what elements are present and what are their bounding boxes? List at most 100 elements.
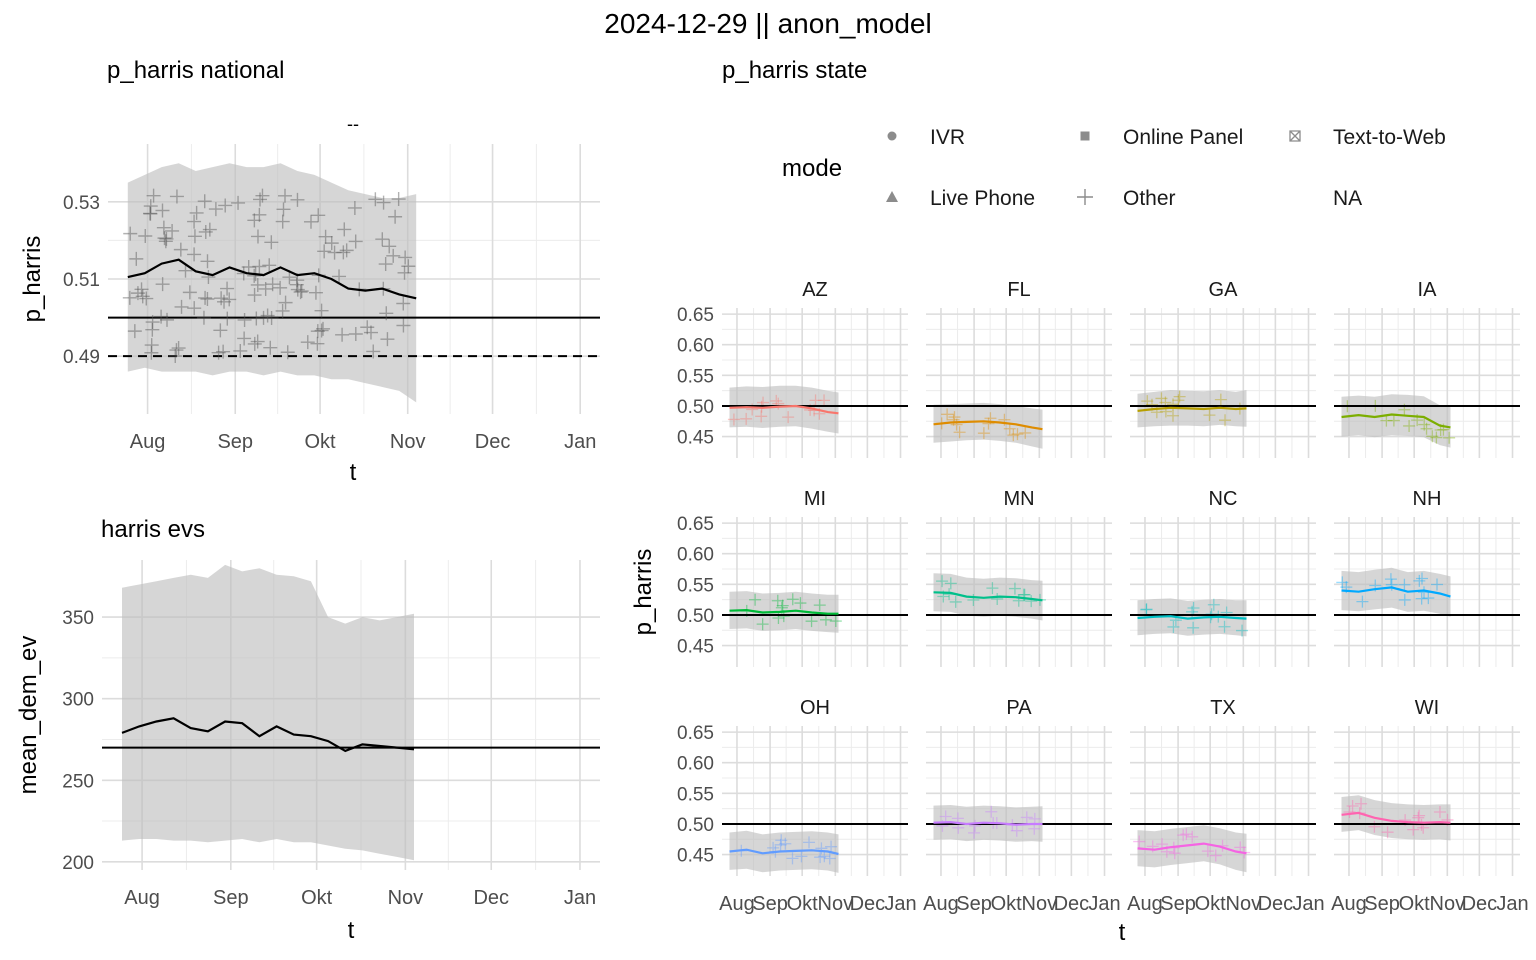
state-estimate-line — [729, 608, 839, 615]
y-tick-label: 200 — [62, 853, 94, 874]
poll-point — [388, 209, 403, 224]
poll-point — [290, 192, 305, 207]
poll-point — [273, 280, 288, 295]
poll-point — [293, 285, 308, 300]
legend-key-triangle — [886, 191, 898, 202]
poll-point — [1356, 595, 1369, 608]
poll-point — [1336, 576, 1349, 589]
x-tick-label: Sep — [213, 887, 249, 909]
poll-point — [123, 226, 138, 241]
facet-strip-label: AZ — [802, 279, 828, 301]
poll-point — [727, 413, 740, 426]
poll-point — [795, 850, 808, 863]
poll-point — [130, 286, 145, 301]
poll-point — [1177, 829, 1190, 842]
poll-point — [1011, 428, 1024, 441]
national-estimate-line — [127, 258, 417, 300]
x-tick-label: Okt — [787, 893, 819, 915]
poll-point — [949, 595, 962, 608]
poll-point — [1443, 431, 1456, 444]
poll-point — [360, 320, 375, 335]
poll-point — [814, 851, 827, 864]
poll-point — [247, 213, 262, 228]
poll-point — [122, 290, 137, 305]
x-tick-label: Sep — [1160, 893, 1196, 915]
facet-strip-label: GA — [1209, 279, 1239, 301]
poll-point — [178, 263, 193, 278]
y-tick-label: 0.50 — [677, 815, 714, 836]
x-tick-label: Nov — [1226, 893, 1262, 915]
national-plot: 0.49 0.51 0.53 Aug Sep Okt Nov Dec Jan t p_harris — [19, 144, 600, 486]
poll-point — [168, 348, 183, 363]
y-tick-label: 250 — [62, 771, 94, 792]
poll-point — [339, 243, 354, 258]
x-tick-label: Nov — [1430, 893, 1466, 915]
poll-point — [278, 295, 293, 310]
poll-point — [1219, 414, 1232, 427]
poll-point — [375, 232, 390, 247]
poll-point — [201, 270, 216, 285]
poll-point — [982, 417, 995, 430]
poll-point — [145, 322, 160, 337]
x-tick-label: Okt — [301, 887, 333, 909]
poll-point — [1422, 592, 1435, 605]
poll-point — [782, 411, 795, 424]
y-tick-label: 0.51 — [63, 270, 100, 291]
x-tick-label: Jan — [884, 893, 916, 915]
poll-point — [396, 318, 411, 333]
evs-panel-title: harris evs — [101, 516, 205, 543]
poll-point — [1416, 572, 1428, 585]
poll-point — [324, 236, 339, 251]
poll-point — [155, 277, 170, 292]
state-facet-mi: MI 0.45 0.50 0.55 0.60 0.65 — [677, 488, 908, 667]
poll-point — [294, 284, 309, 299]
x-tick-label: Dec — [475, 431, 511, 453]
uncertainty-ribbon — [933, 402, 1043, 449]
state-facet-ia: IA — [1334, 279, 1520, 458]
poll-point — [944, 577, 957, 590]
poll-point — [237, 312, 252, 327]
poll-point — [318, 229, 333, 244]
state-facet-nh: NH — [1334, 488, 1520, 667]
uncertainty-ribbon — [1341, 394, 1451, 448]
national-x-axis-title: t — [350, 459, 357, 486]
national-y-axis-title: p_harris — [19, 236, 46, 323]
poll-point — [275, 303, 290, 318]
poll-point — [1426, 430, 1439, 443]
poll-point — [985, 805, 998, 818]
poll-point — [332, 269, 347, 284]
uncertainty-ribbon — [729, 385, 839, 434]
poll-point — [991, 592, 1004, 605]
facet-strip-label: MI — [804, 488, 826, 510]
poll-point — [252, 207, 267, 222]
poll-point — [376, 195, 391, 210]
poll-point — [187, 247, 202, 262]
poll-point — [1403, 419, 1416, 432]
poll-point — [1008, 582, 1021, 595]
x-tick-label: Sep — [217, 431, 253, 453]
poll-point — [941, 408, 954, 421]
poll-point — [233, 343, 248, 358]
poll-point — [308, 285, 323, 300]
legend-item-label: Text-to-Web — [1333, 126, 1446, 149]
poll-point — [382, 239, 397, 254]
poll-point — [386, 248, 401, 263]
poll-point — [813, 599, 826, 612]
poll-point — [171, 341, 186, 356]
facet-strip-label: NH — [1413, 488, 1442, 510]
poll-point — [253, 192, 268, 207]
poll-point — [275, 214, 290, 229]
state-estimate-line — [1137, 842, 1247, 855]
poll-point — [327, 245, 342, 260]
poll-point — [1346, 800, 1359, 813]
state-estimate-line — [1137, 615, 1247, 620]
x-tick-label: Okt — [991, 893, 1023, 915]
poll-point — [337, 222, 352, 237]
x-tick-label: Nov — [1022, 893, 1058, 915]
figure-title: 2024-12-29 || anon_model — [604, 8, 931, 39]
poll-point — [144, 338, 159, 353]
x-tick-label: Sep — [1364, 893, 1400, 915]
state-facet-mn: MN — [926, 488, 1112, 667]
poll-point — [311, 208, 326, 223]
